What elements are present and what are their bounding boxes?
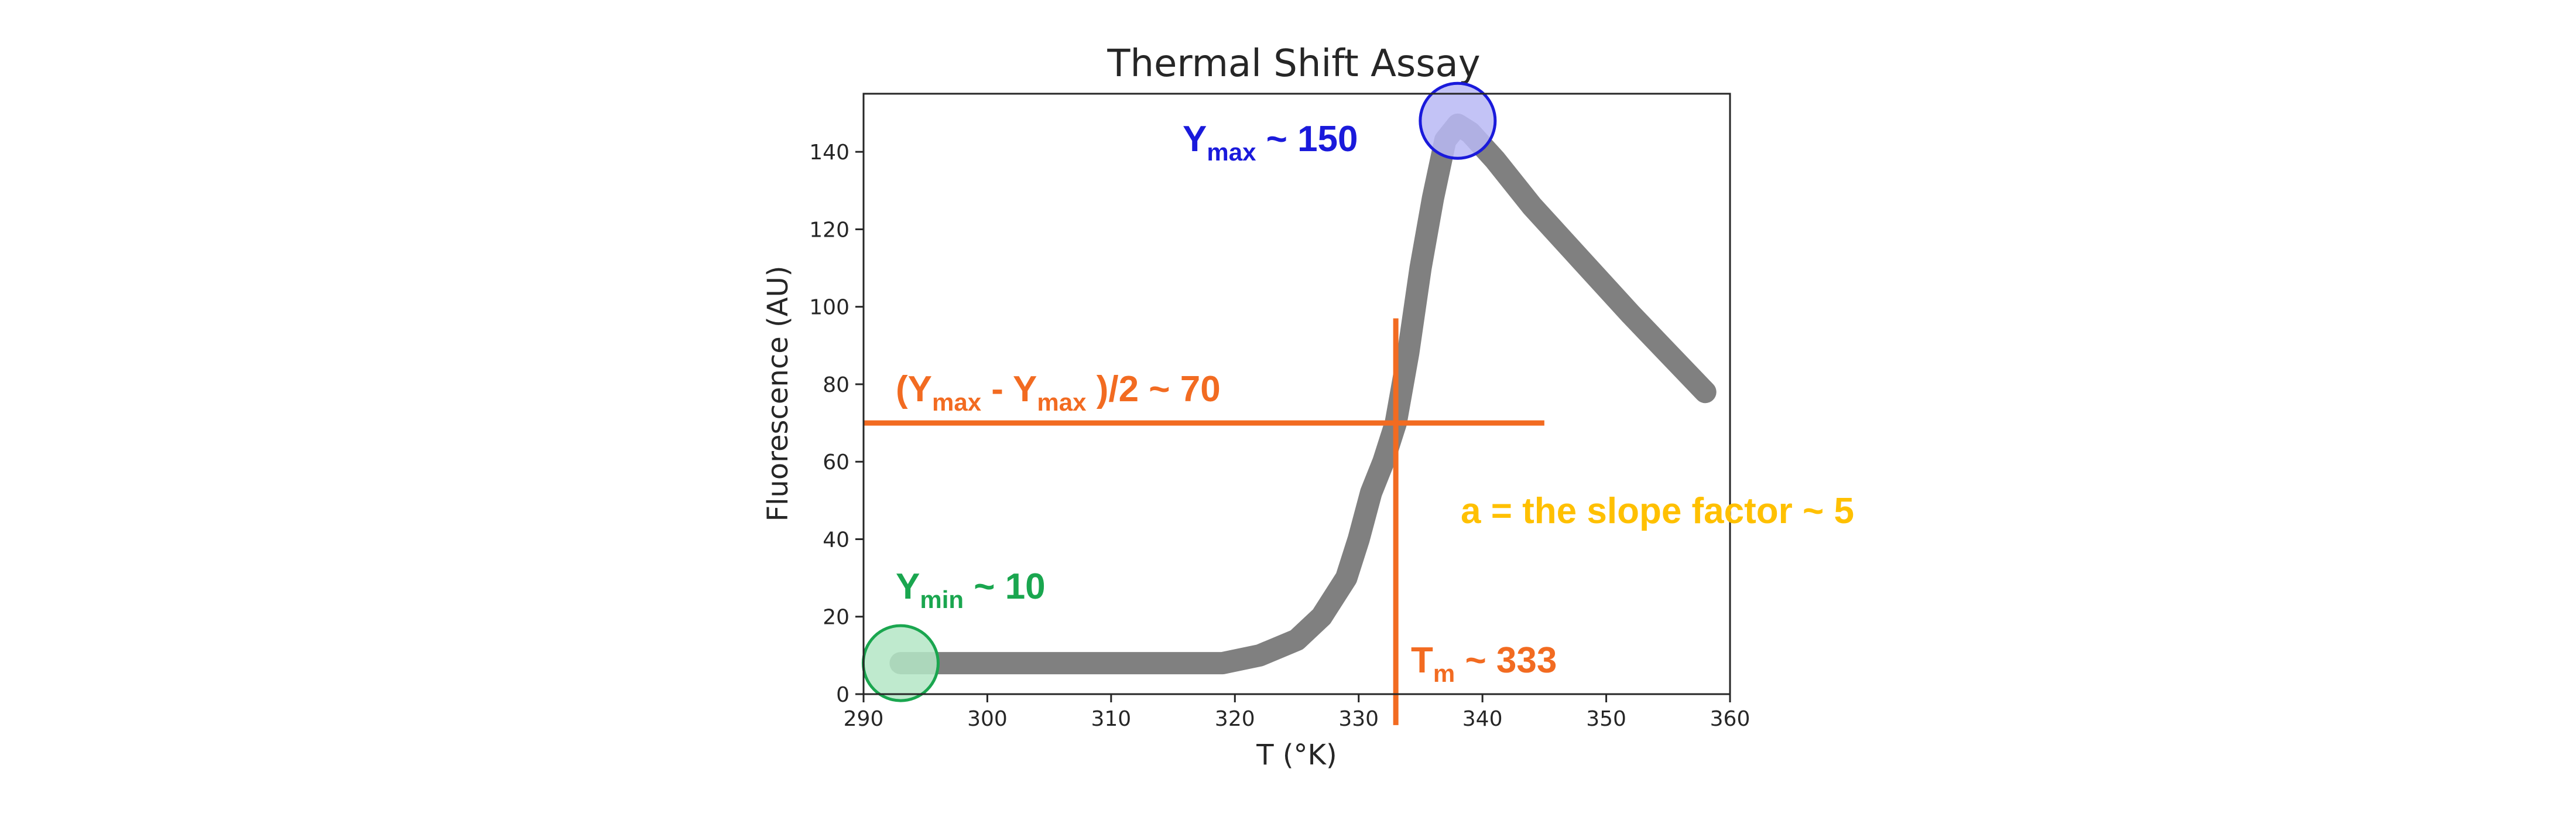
x-tick-label: 360 (1710, 707, 1751, 731)
half-max-sub2: max (1037, 388, 1087, 416)
x-axis-label: T (°K) (1256, 739, 1337, 771)
y-axis-label: Fluorescence (AU) (762, 266, 794, 522)
x-tick-label: 290 (844, 707, 884, 731)
half-max-annotation: (Ymax - Ymax )/2 ~ 70 (896, 369, 1221, 416)
half-max-part3: )/2 ~ 70 (1086, 369, 1220, 409)
slope-annotation: a = the slope factor ~ 5 (1461, 491, 1854, 531)
ymax-annotation: Ymax ~ 150 (1183, 119, 1358, 166)
ymin-highlight-circle (861, 624, 940, 702)
x-tick-label: 300 (967, 707, 1008, 731)
ymax-highlight-circle (1419, 81, 1497, 160)
y-tick-label: 20 (823, 606, 849, 630)
y-tick-label: 60 (823, 450, 849, 474)
tm-subscript: m (1433, 660, 1455, 687)
half-max-part2: - Y (981, 369, 1037, 409)
chart-title: Thermal Shift Assay (1107, 42, 1480, 86)
series-line-0 (889, 113, 1717, 675)
y-tick-label: 40 (823, 528, 849, 552)
x-tick-label: 350 (1586, 707, 1626, 731)
x-tick-label: 310 (1091, 707, 1131, 731)
half-max-sub1: max (932, 388, 982, 416)
ymax-base: Y (1183, 119, 1207, 159)
y-tick-label: 0 (836, 683, 849, 707)
ymin-base: Y (896, 566, 920, 607)
x-tick-label: 330 (1338, 707, 1379, 731)
ymax-value: ~ 150 (1256, 119, 1358, 159)
plot-marks (861, 81, 1717, 725)
ymin-annotation: Ymin ~ 10 (896, 566, 1046, 613)
axis-ticks: 290 300 310 320 330 340 350 360 0 20 40 60 80 100 120 1… (809, 141, 1750, 731)
ymin-value: ~ 10 (964, 566, 1046, 607)
y-tick-label: 120 (809, 218, 849, 242)
ymax-subscript: max (1207, 138, 1256, 166)
x-tick-label: 320 (1215, 707, 1255, 731)
tm-value: ~ 333 (1455, 640, 1557, 681)
y-tick-label: 140 (809, 141, 849, 165)
half-max-part1: (Y (896, 369, 932, 409)
y-tick-label: 100 (809, 296, 849, 320)
ymin-subscript: min (920, 586, 964, 613)
tm-annotation: Tm ~ 333 (1411, 640, 1557, 687)
x-tick-label: 340 (1462, 707, 1503, 731)
y-tick-label: 80 (823, 373, 849, 397)
tm-base: T (1411, 640, 1433, 681)
plot-frame (862, 93, 1731, 695)
